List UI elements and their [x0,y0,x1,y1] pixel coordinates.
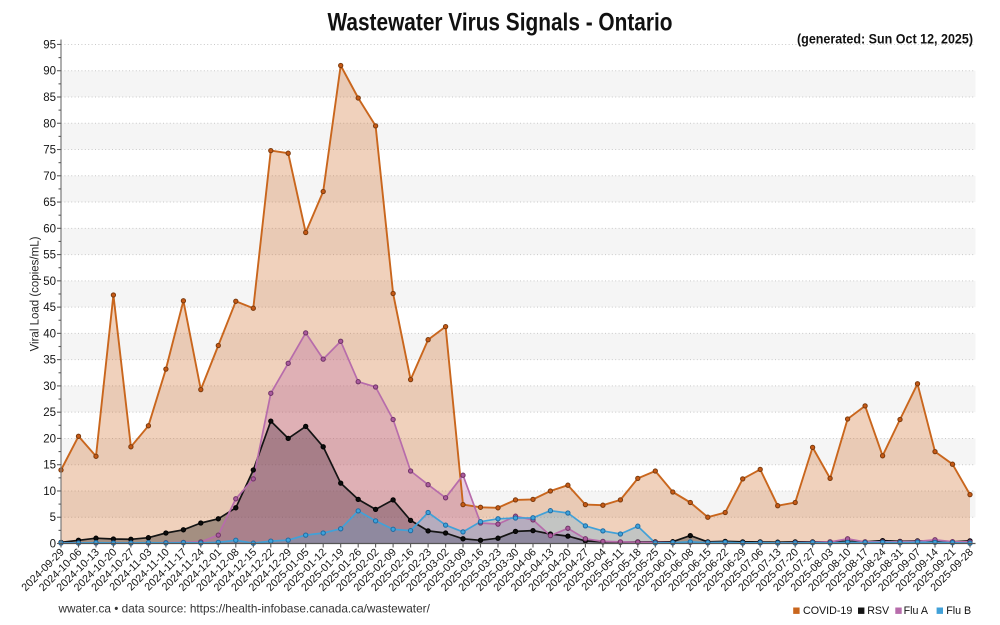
svg-text:80: 80 [43,118,56,130]
svg-text:(generated: Sun Oct 12, 2025): (generated: Sun Oct 12, 2025) [797,31,973,47]
svg-text:50: 50 [43,276,56,288]
svg-text:Flu B: Flu B [946,605,971,617]
svg-text:5: 5 [50,512,56,524]
svg-text:85: 85 [43,92,56,104]
svg-text:10: 10 [43,486,56,498]
svg-text:15: 15 [43,460,56,472]
svg-text:0: 0 [50,539,56,551]
svg-text:60: 60 [43,223,56,235]
svg-text:55: 55 [43,250,56,262]
svg-text:Flu A: Flu A [904,605,929,617]
svg-text:45: 45 [43,302,56,314]
svg-text:95: 95 [43,39,56,51]
svg-text:20: 20 [43,433,56,445]
svg-text:90: 90 [43,66,56,78]
svg-text:COVID-19: COVID-19 [803,605,852,617]
svg-text:35: 35 [43,355,56,367]
svg-text:65: 65 [43,197,56,209]
svg-text:Wastewater Virus Signals - Ont: Wastewater Virus Signals - Ontario [328,8,673,36]
svg-text:75: 75 [43,145,56,157]
svg-text:RSV: RSV [867,605,890,617]
svg-text:30: 30 [43,381,56,393]
svg-text:Viral Load (copies/mL): Viral Load (copies/mL) [30,236,42,351]
svg-text:40: 40 [43,328,56,340]
svg-text:70: 70 [43,171,56,183]
svg-text:wwater.ca • data source: https: wwater.ca • data source: https://health-… [58,602,431,616]
svg-text:25: 25 [43,407,56,419]
